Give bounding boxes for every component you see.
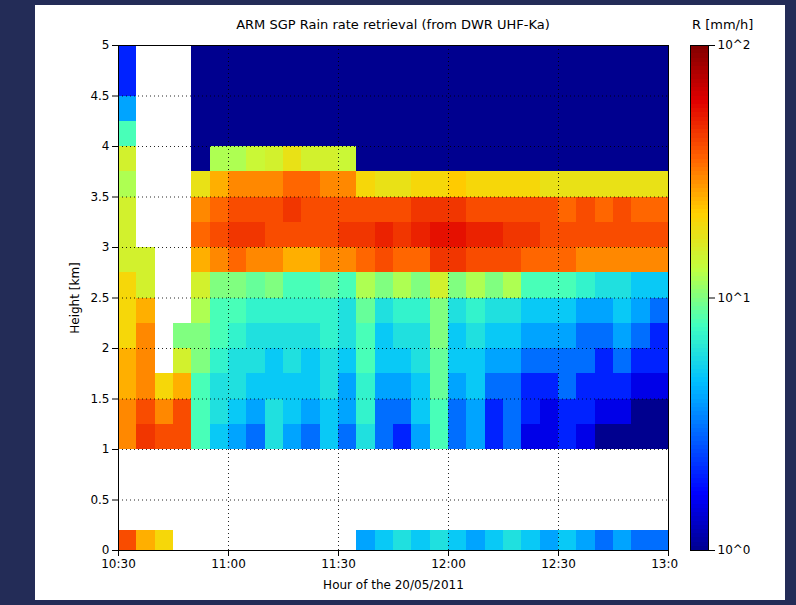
svg-text:10^1: 10^1: [718, 291, 751, 305]
svg-text:10^0: 10^0: [718, 543, 751, 557]
svg-text:3.5: 3.5: [90, 190, 109, 204]
svg-text:0.5: 0.5: [90, 493, 109, 507]
svg-text:3: 3: [102, 240, 110, 254]
svg-text:1: 1: [102, 442, 110, 456]
svg-text:10:30: 10:30: [101, 557, 136, 571]
svg-text:4.5: 4.5: [90, 89, 109, 103]
svg-text:11:00: 11:00: [211, 557, 246, 571]
svg-text:12:00: 12:00: [431, 557, 466, 571]
html-text:R [mm/h]: R [mm/h]: [692, 17, 754, 32]
svg-text:4: 4: [102, 139, 110, 153]
svg-text:2.5: 2.5: [90, 291, 109, 305]
svg-text:5: 5: [102, 38, 110, 52]
svg-text:1.5: 1.5: [90, 392, 109, 406]
html-text:ARM SGP Rain rate retrieval (f: ARM SGP Rain rate retrieval (from DWR UH…: [236, 17, 550, 32]
svg-text:0: 0: [102, 543, 110, 557]
svg-text:12:30: 12:30: [541, 557, 576, 571]
svg-text:Height [km]: Height [km]: [68, 262, 82, 333]
svg-text:13:00: 13:00: [651, 557, 686, 571]
svg-text:Hour of the 20/05/2011: Hour of the 20/05/2011: [323, 578, 464, 592]
svg-text:11:30: 11:30: [321, 557, 356, 571]
svg-text:2: 2: [102, 341, 110, 355]
svg-text:10^2: 10^2: [718, 38, 751, 52]
